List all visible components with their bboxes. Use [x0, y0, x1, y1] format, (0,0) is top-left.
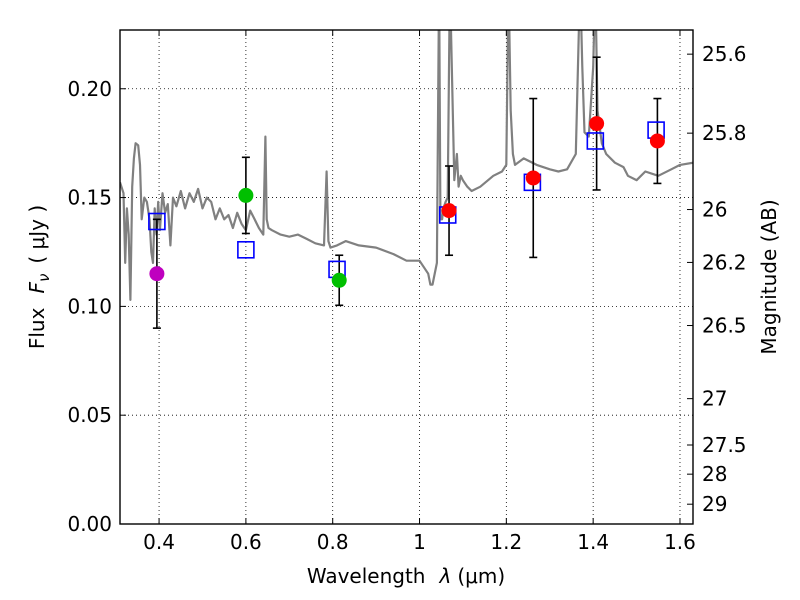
y2-tick-label: 26.5 [702, 314, 747, 338]
x-tick-label: 1.4 [577, 530, 609, 554]
markers-group [148, 116, 665, 288]
model-photometry-square [237, 240, 255, 259]
y2-tick-label: 28 [702, 462, 727, 486]
y-axis-title-subscript: ν [35, 274, 53, 282]
template-spectrum-group [120, 30, 693, 301]
observed-photometry-point [238, 187, 254, 203]
y2-tick-label: 26.2 [702, 250, 747, 274]
y2-axis-title: Magnitude (AB) [757, 199, 781, 354]
y-axis-title-unit: ( μJy ) [25, 205, 49, 264]
y-axis-ticks: 0.00 0.05 0.10 0.15 0.20 [67, 77, 126, 536]
x-tick-label: 0.8 [317, 530, 349, 554]
plot-frame [119, 29, 694, 525]
y-axis-title-symbol: F [25, 282, 49, 294]
observed-photometry-point [589, 116, 605, 132]
y2-tick-label: 29 [702, 492, 727, 516]
observed-photometry-point [649, 133, 665, 149]
y-tick-label: 0.05 [67, 403, 112, 427]
y2-tick-label: 27 [702, 387, 727, 411]
observed-photometry-point [331, 272, 347, 288]
y-tick-label: 0.00 [67, 512, 112, 536]
x-axis-title: Wavelength λ (μm) [307, 564, 505, 588]
y-axis-title: Flux Fν ( μJy ) [25, 205, 53, 349]
y-axis-title-prefix: Flux [25, 307, 49, 349]
y2-tick-label: 26 [702, 198, 727, 222]
y-tick-label: 0.15 [67, 186, 112, 210]
model-photometry-square [148, 212, 166, 231]
template-spectrum-line [120, 30, 693, 301]
x-axis-ticks: 0.4 0.6 0.8 1 1.2 1.4 1.6 [143, 30, 696, 554]
x-tick-label: 1.2 [490, 530, 522, 554]
x-tick-label: 1.6 [664, 530, 696, 554]
x-tick-label: 1 [413, 530, 426, 554]
y2-axis-ticks: 25.6 25.8 26 26.2 26.5 27 27.5 28 29 [687, 42, 747, 516]
x-axis-title-symbol: λ [439, 564, 452, 588]
y2-tick-label: 25.8 [702, 121, 747, 145]
x-axis-title-unit: (μm) [457, 564, 505, 588]
y2-tick-label: 25.6 [702, 42, 747, 66]
y2-tick-label: 27.5 [702, 433, 747, 457]
observed-photometry-point [149, 266, 165, 282]
observed-photometry-point [525, 170, 541, 186]
y-tick-label: 0.10 [67, 294, 112, 318]
observed-photometry-point [441, 203, 457, 219]
x-tick-label: 0.6 [230, 530, 262, 554]
model-photometry-square [586, 132, 605, 150]
x-axis-title-prefix: Wavelength [307, 564, 426, 588]
y-tick-label: 0.20 [67, 77, 112, 101]
x-tick-label: 0.4 [143, 530, 175, 554]
